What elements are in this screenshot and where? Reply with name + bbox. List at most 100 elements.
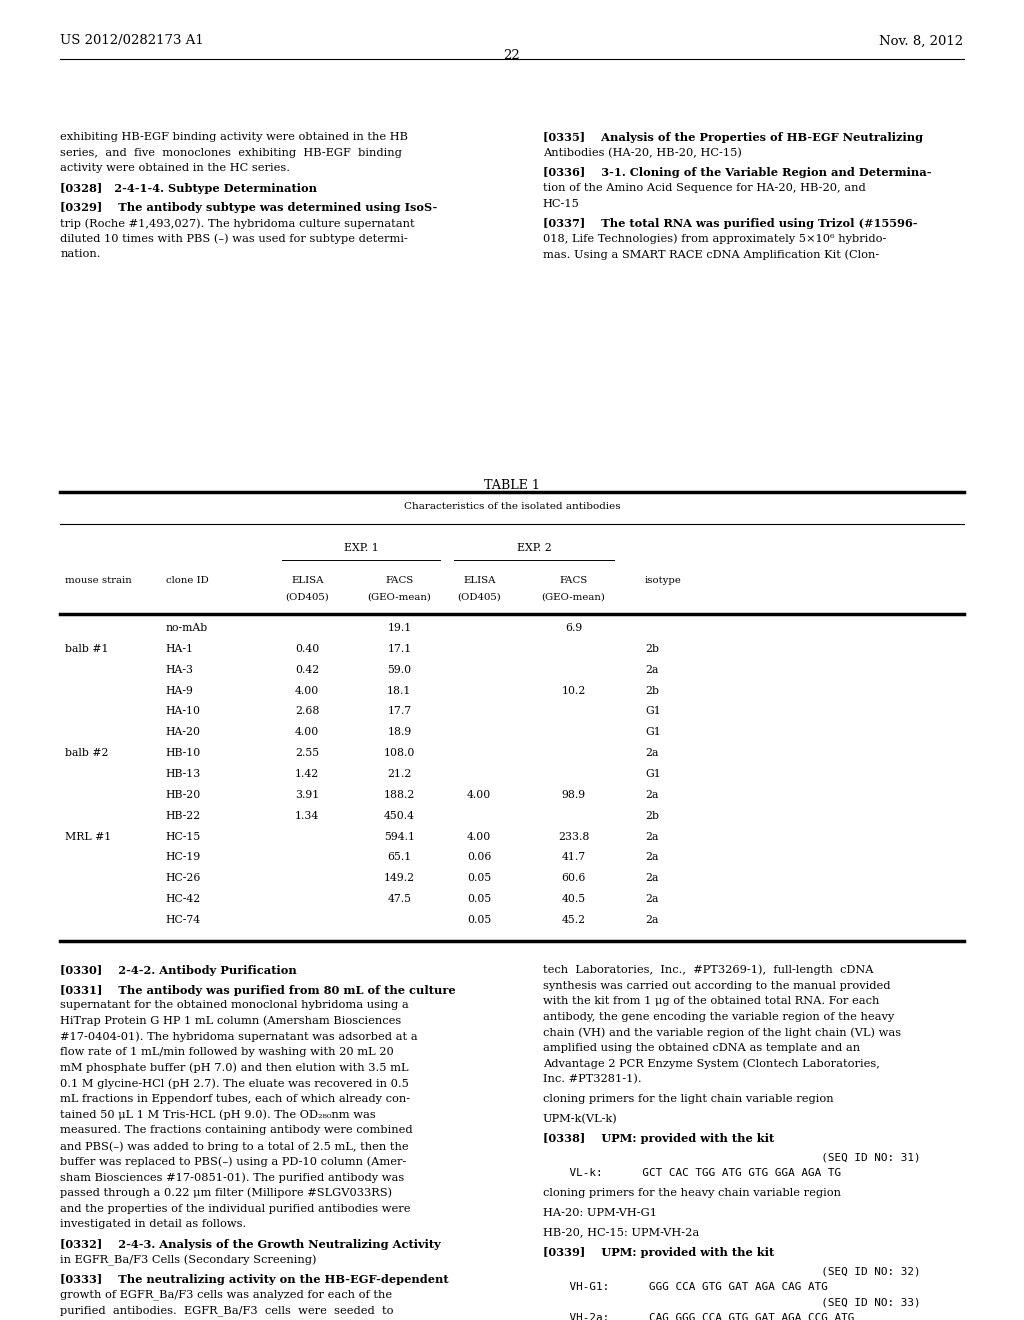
Text: UPM-k(VL-k): UPM-k(VL-k) bbox=[543, 1114, 617, 1123]
Text: balb #2: balb #2 bbox=[65, 748, 108, 758]
Text: 0.05: 0.05 bbox=[467, 874, 492, 883]
Text: HA-9: HA-9 bbox=[166, 685, 194, 696]
Text: 1.42: 1.42 bbox=[295, 770, 319, 779]
Text: 40.5: 40.5 bbox=[561, 894, 586, 904]
Text: EXP. 1: EXP. 1 bbox=[344, 543, 378, 553]
Text: flow rate of 1 mL/min followed by washing with 20 mL 20: flow rate of 1 mL/min followed by washin… bbox=[60, 1047, 394, 1057]
Text: HB-10: HB-10 bbox=[166, 748, 201, 758]
Text: 149.2: 149.2 bbox=[384, 874, 415, 883]
Text: 594.1: 594.1 bbox=[384, 832, 415, 842]
Text: HC-42: HC-42 bbox=[166, 894, 201, 904]
Text: balb #1: balb #1 bbox=[65, 644, 108, 653]
Text: 6.9: 6.9 bbox=[565, 623, 582, 634]
Text: amplified using the obtained cDNA as template and an: amplified using the obtained cDNA as tem… bbox=[543, 1043, 860, 1053]
Text: purified  antibodies.  EGFR_Ba/F3  cells  were  seeded  to: purified antibodies. EGFR_Ba/F3 cells we… bbox=[60, 1305, 394, 1316]
Text: HB-13: HB-13 bbox=[166, 770, 201, 779]
Text: Nov. 8, 2012: Nov. 8, 2012 bbox=[880, 34, 964, 48]
Text: supernatant for the obtained monoclonal hybridoma using a: supernatant for the obtained monoclonal … bbox=[60, 1001, 410, 1010]
Text: nation.: nation. bbox=[60, 249, 101, 260]
Text: tained 50 μL 1 M Tris-HCL (pH 9.0). The OD₂₈₀nm was: tained 50 μL 1 M Tris-HCL (pH 9.0). The … bbox=[60, 1110, 376, 1121]
Text: VH-G1:      GGG CCA GTG GAT AGA CAG ATG: VH-G1: GGG CCA GTG GAT AGA CAG ATG bbox=[543, 1282, 827, 1292]
Text: MRL #1: MRL #1 bbox=[65, 832, 111, 842]
Text: HB-20, HC-15: UPM-VH-2a: HB-20, HC-15: UPM-VH-2a bbox=[543, 1228, 699, 1237]
Text: no-mAb: no-mAb bbox=[166, 623, 208, 634]
Text: [0332]    2-4-3. Analysis of the Growth Neutralizing Activity: [0332] 2-4-3. Analysis of the Growth Neu… bbox=[60, 1238, 441, 1250]
Text: with the kit from 1 μg of the obtained total RNA. For each: with the kit from 1 μg of the obtained t… bbox=[543, 997, 879, 1006]
Text: buffer was replaced to PBS(–) using a PD-10 column (Amer-: buffer was replaced to PBS(–) using a PD… bbox=[60, 1156, 407, 1167]
Text: #17-0404-01). The hybridoma supernatant was adsorbed at a: #17-0404-01). The hybridoma supernatant … bbox=[60, 1031, 418, 1041]
Text: diluted 10 times with PBS (–) was used for subtype determi-: diluted 10 times with PBS (–) was used f… bbox=[60, 234, 409, 244]
Text: 3.91: 3.91 bbox=[295, 789, 319, 800]
Text: 4.00: 4.00 bbox=[467, 789, 492, 800]
Text: 4.00: 4.00 bbox=[295, 685, 319, 696]
Text: 41.7: 41.7 bbox=[561, 853, 586, 862]
Text: 2a: 2a bbox=[645, 915, 658, 925]
Text: 018, Life Technologies) from approximately 5×10⁶ hybrido-: 018, Life Technologies) from approximate… bbox=[543, 234, 886, 244]
Text: 2b: 2b bbox=[645, 685, 659, 696]
Text: ELISA: ELISA bbox=[463, 576, 496, 585]
Text: 2a: 2a bbox=[645, 748, 658, 758]
Text: 45.2: 45.2 bbox=[561, 915, 586, 925]
Text: 108.0: 108.0 bbox=[384, 748, 415, 758]
Text: cloning primers for the light chain variable region: cloning primers for the light chain vari… bbox=[543, 1094, 834, 1104]
Text: 233.8: 233.8 bbox=[558, 832, 589, 842]
Text: [0329]    The antibody subtype was determined using IsoS-: [0329] The antibody subtype was determin… bbox=[60, 202, 437, 214]
Text: activity were obtained in the HC series.: activity were obtained in the HC series. bbox=[60, 164, 291, 173]
Text: 2a: 2a bbox=[645, 894, 658, 904]
Text: 10.2: 10.2 bbox=[561, 685, 586, 696]
Text: HB-22: HB-22 bbox=[166, 810, 201, 821]
Text: EXP. 2: EXP. 2 bbox=[517, 543, 551, 553]
Text: FACS: FACS bbox=[559, 576, 588, 585]
Text: 2.68: 2.68 bbox=[295, 706, 319, 717]
Text: HA-20: HA-20 bbox=[166, 727, 201, 738]
Text: 18.1: 18.1 bbox=[387, 685, 412, 696]
Text: TABLE 1: TABLE 1 bbox=[484, 479, 540, 492]
Text: (GEO-mean): (GEO-mean) bbox=[368, 593, 431, 602]
Text: 2.55: 2.55 bbox=[295, 748, 319, 758]
Text: mL fractions in Eppendorf tubes, each of which already con-: mL fractions in Eppendorf tubes, each of… bbox=[60, 1094, 411, 1104]
Text: chain (VH) and the variable region of the light chain (VL) was: chain (VH) and the variable region of th… bbox=[543, 1027, 901, 1038]
Text: passed through a 0.22 μm filter (Millipore #SLGV033RS): passed through a 0.22 μm filter (Millipo… bbox=[60, 1188, 392, 1199]
Text: 188.2: 188.2 bbox=[384, 789, 415, 800]
Text: (GEO-mean): (GEO-mean) bbox=[542, 593, 605, 602]
Text: 450.4: 450.4 bbox=[384, 810, 415, 821]
Text: growth of EGFR_Ba/F3 cells was analyzed for each of the: growth of EGFR_Ba/F3 cells was analyzed … bbox=[60, 1290, 392, 1300]
Text: [0328]   2-4-1-4. Subtype Determination: [0328] 2-4-1-4. Subtype Determination bbox=[60, 183, 317, 194]
Text: and PBS(–) was added to bring to a total of 2.5 mL, then the: and PBS(–) was added to bring to a total… bbox=[60, 1140, 409, 1151]
Text: 0.05: 0.05 bbox=[467, 894, 492, 904]
Text: VH-2a:      CAG GGG CCA GTG GAT AGA CCG ATG: VH-2a: CAG GGG CCA GTG GAT AGA CCG ATG bbox=[543, 1313, 854, 1320]
Text: [0331]    The antibody was purified from 80 mL of the culture: [0331] The antibody was purified from 80… bbox=[60, 985, 456, 995]
Text: sham Biosciences #17-0851-01). The purified antibody was: sham Biosciences #17-0851-01). The purif… bbox=[60, 1172, 404, 1183]
Text: HiTrap Protein G HP 1 mL column (Amersham Biosciences: HiTrap Protein G HP 1 mL column (Amersha… bbox=[60, 1016, 401, 1027]
Text: (SEQ ID NO: 31): (SEQ ID NO: 31) bbox=[543, 1152, 921, 1163]
Text: (SEQ ID NO: 32): (SEQ ID NO: 32) bbox=[543, 1266, 921, 1276]
Text: HA-10: HA-10 bbox=[166, 706, 201, 717]
Text: measured. The fractions containing antibody were combined: measured. The fractions containing antib… bbox=[60, 1126, 413, 1135]
Text: 2a: 2a bbox=[645, 789, 658, 800]
Text: mM phosphate buffer (pH 7.0) and then elution with 3.5 mL: mM phosphate buffer (pH 7.0) and then el… bbox=[60, 1063, 409, 1073]
Text: mouse strain: mouse strain bbox=[65, 576, 131, 585]
Text: 2b: 2b bbox=[645, 644, 659, 653]
Text: G1: G1 bbox=[645, 727, 660, 738]
Text: VL-k:      GCT CAC TGG ATG GTG GGA AGA TG: VL-k: GCT CAC TGG ATG GTG GGA AGA TG bbox=[543, 1168, 841, 1179]
Text: (OD405): (OD405) bbox=[458, 593, 501, 602]
Text: tion of the Amino Acid Sequence for HA-20, HB-20, and: tion of the Amino Acid Sequence for HA-2… bbox=[543, 183, 865, 193]
Text: Advantage 2 PCR Enzyme System (Clontech Laboratories,: Advantage 2 PCR Enzyme System (Clontech … bbox=[543, 1059, 880, 1069]
Text: trip (Roche #1,493,027). The hybridoma culture supernatant: trip (Roche #1,493,027). The hybridoma c… bbox=[60, 218, 415, 228]
Text: 59.0: 59.0 bbox=[387, 665, 412, 675]
Text: synthesis was carried out according to the manual provided: synthesis was carried out according to t… bbox=[543, 981, 890, 990]
Text: 2a: 2a bbox=[645, 832, 658, 842]
Text: series,  and  five  monoclones  exhibiting  HB-EGF  binding: series, and five monoclones exhibiting H… bbox=[60, 148, 402, 157]
Text: HC-19: HC-19 bbox=[166, 853, 201, 862]
Text: clone ID: clone ID bbox=[166, 576, 209, 585]
Text: [0330]    2-4-2. Antibody Purification: [0330] 2-4-2. Antibody Purification bbox=[60, 965, 297, 975]
Text: Inc. #PT3281-1).: Inc. #PT3281-1). bbox=[543, 1074, 641, 1085]
Text: HA-20: UPM-VH-G1: HA-20: UPM-VH-G1 bbox=[543, 1208, 656, 1217]
Text: [0338]    UPM: provided with the kit: [0338] UPM: provided with the kit bbox=[543, 1134, 774, 1144]
Text: 17.1: 17.1 bbox=[387, 644, 412, 653]
Text: HB-20: HB-20 bbox=[166, 789, 201, 800]
Text: [0337]    The total RNA was purified using Trizol (#15596-: [0337] The total RNA was purified using … bbox=[543, 218, 918, 230]
Text: US 2012/0282173 A1: US 2012/0282173 A1 bbox=[60, 34, 204, 48]
Text: 18.9: 18.9 bbox=[387, 727, 412, 738]
Text: 21.2: 21.2 bbox=[387, 770, 412, 779]
